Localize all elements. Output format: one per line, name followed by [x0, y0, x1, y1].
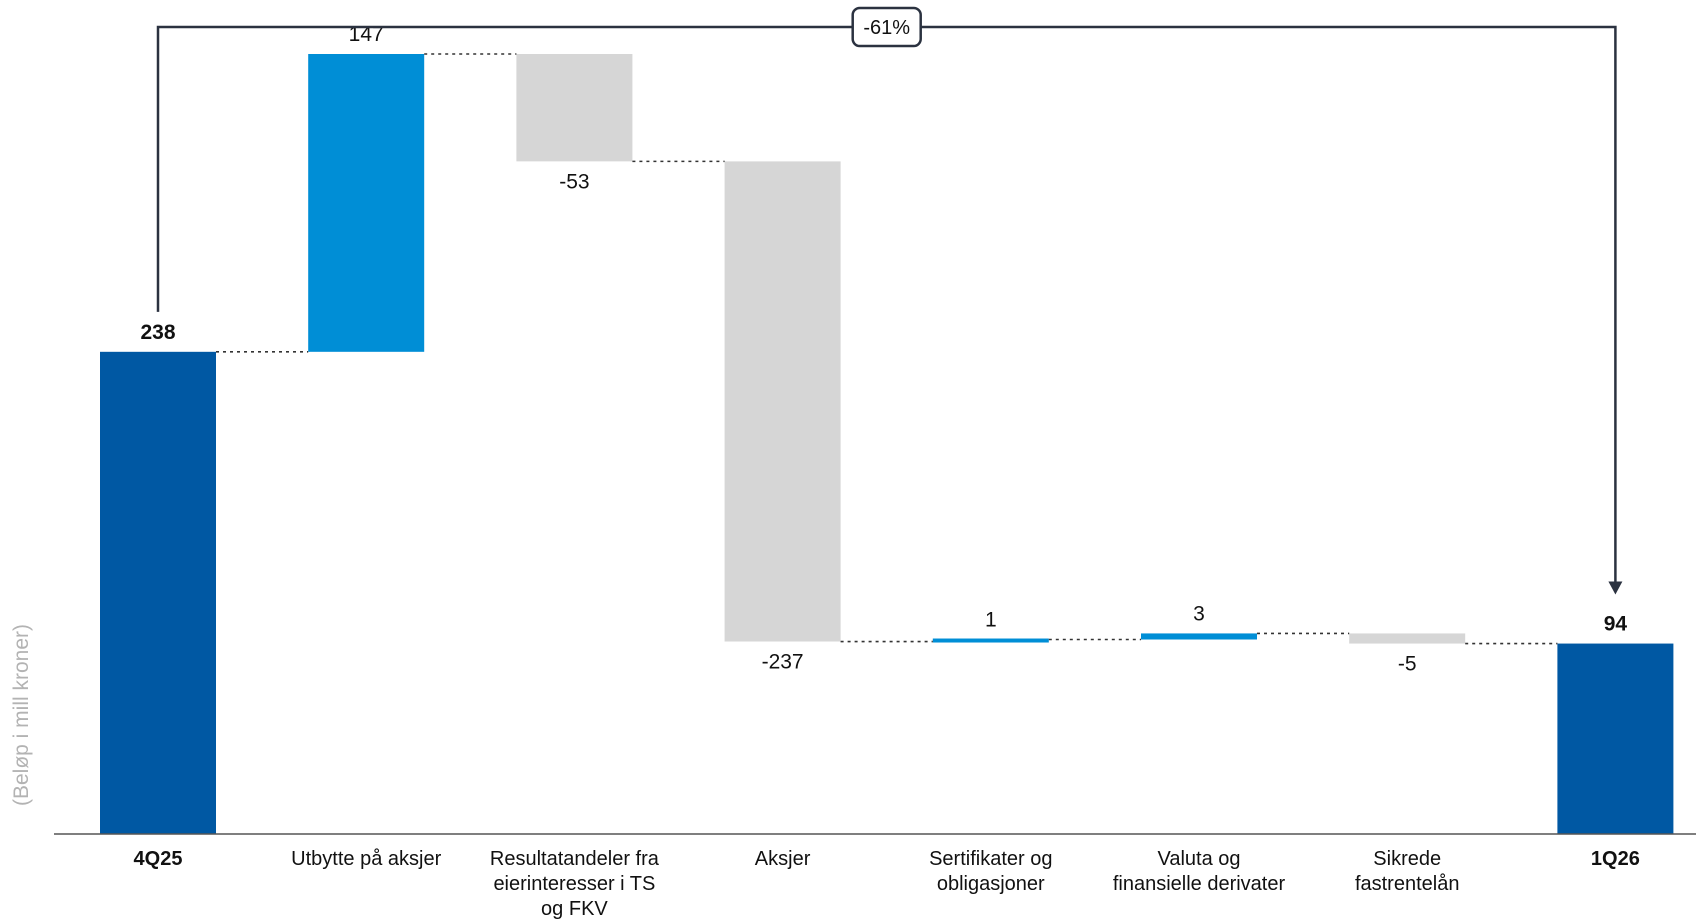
bar-7 [1557, 643, 1674, 834]
category-line: Sikrede [1373, 848, 1441, 870]
arrow-down-icon [1608, 581, 1623, 595]
bar-0 [100, 351, 216, 834]
value-label-1: 147 [349, 23, 384, 46]
category-line: Valuta og [1157, 848, 1240, 870]
category-line: Aksjer [755, 848, 811, 870]
category-line: 4Q25 [134, 848, 183, 870]
connectors-group [216, 53, 1558, 645]
change-badge-label: -61% [863, 17, 910, 39]
category-line: Utbytte på aksjer [291, 848, 441, 870]
change-bracket: -61% [156, 6, 1623, 595]
category-label-0: 4Q25 [134, 848, 183, 870]
value-label-5: 3 [1193, 602, 1205, 625]
value-label-7: 94 [1604, 613, 1628, 636]
value-label-3: -237 [762, 651, 804, 674]
category-line: og FKV [541, 898, 608, 920]
value-labels-group: 238 147 -53 -237 1 3 -5 94 [140, 23, 1627, 676]
category-label-7: 1Q26 [1591, 848, 1640, 870]
category-label-5: Valuta og finansielle derivater [1113, 848, 1286, 895]
value-label-4: 1 [985, 609, 997, 632]
value-label-6: -5 [1398, 653, 1417, 676]
bar-3 [724, 161, 841, 642]
value-label-2: -53 [559, 170, 589, 193]
category-label-2: Resultatandeler fra eierinteresser i TS og… [490, 848, 660, 920]
category-label-1: Utbytte på aksjer [291, 848, 441, 870]
category-line: finansielle derivater [1113, 873, 1286, 895]
bar-5 [1141, 633, 1257, 640]
bar-1 [308, 54, 425, 352]
category-line: fastrentelån [1355, 873, 1460, 895]
category-line: 1Q26 [1591, 848, 1640, 870]
category-label-3: Aksjer [755, 848, 811, 870]
category-line: obligasjoner [937, 873, 1045, 895]
bar-2 [516, 54, 633, 162]
category-label-6: Sikrede fastrentelån [1355, 848, 1460, 895]
bar-6 [1349, 633, 1466, 644]
category-label-4: Sertifikater og obligasjoner [929, 848, 1052, 895]
bar-4 [932, 638, 1049, 643]
category-line: eierinteresser i TS [493, 873, 655, 895]
value-label-0: 238 [140, 321, 175, 344]
change-badge-box [851, 6, 922, 48]
bars-group [100, 54, 1674, 834]
category-line: Sertifikater og [929, 848, 1052, 870]
y-axis-label: (Beløp i mill kroner) [10, 624, 33, 806]
category-line: Resultatandeler fra [490, 848, 660, 870]
category-labels-group: 4Q25 Utbytte på aksjer Resultatandeler fra… [134, 848, 1640, 920]
